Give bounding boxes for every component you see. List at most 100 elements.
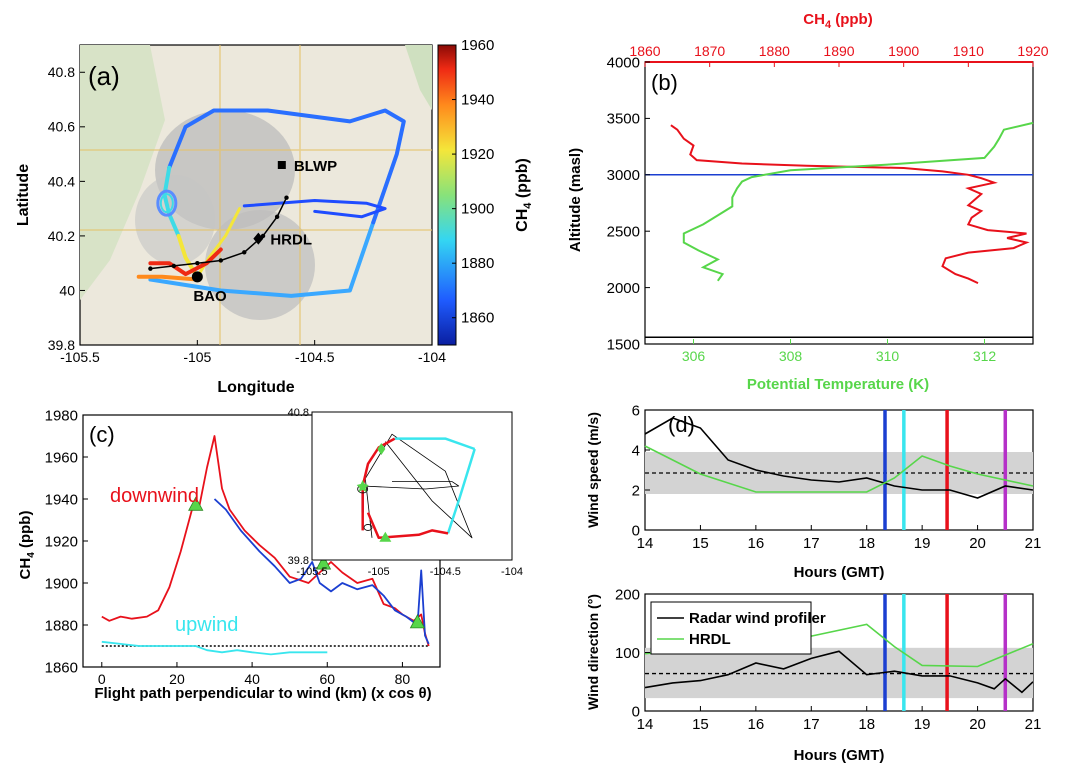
inset-track-segment: [366, 512, 449, 540]
inset-track-segment: [446, 448, 476, 534]
plume-marker: [188, 496, 204, 511]
wind-series-black: [644, 417, 1034, 499]
panel-b-bottom-tick-label: 308: [779, 348, 803, 364]
panel-c-y-tick-label: 1860: [45, 659, 78, 676]
flight-track-segment: [148, 220, 376, 298]
inset-y-tick-label: 39.8: [288, 555, 309, 567]
panel-b-y-tick-label: 3500: [607, 111, 640, 128]
panel-b: 1860 1870 1880 1890 1900 1910 1920 306 308 310 312…: [567, 11, 1049, 393]
panel-b-top-tick-label: 1880: [759, 43, 790, 59]
panel-a-axes: -105.5 -105 -104.5 -104 39.8 40 40.2 40.4 40.6 40…: [48, 64, 446, 365]
wind-trajectory-point: [242, 250, 247, 255]
panel-a-wind-trajectory: [148, 195, 289, 271]
flight-track-segment: [148, 247, 223, 277]
panel-a-y-tick-label: 40.2: [48, 228, 75, 244]
panel-b-label: (b): [651, 70, 678, 95]
panel-b-series: [645, 121, 1034, 338]
d2-y-tick-label: 200: [615, 586, 640, 603]
colorbar-tick-label: 1960: [461, 37, 494, 54]
d1-x-tick-label: 19: [914, 535, 931, 552]
wind-series-green: [644, 445, 1034, 493]
wind-trajectory-point: [195, 260, 200, 266]
panel-c-series: [101, 435, 430, 656]
d2-x-tick-label: 18: [858, 716, 875, 733]
d1-x-tick-label: 14: [637, 535, 654, 552]
d1-y-tick-label: 4: [632, 442, 640, 459]
flight-track-segment: [242, 199, 387, 219]
panel-b-plot-area: [644, 61, 1034, 345]
panel-d-xlabel-top: Hours (GMT): [794, 564, 885, 581]
plume-marker: [409, 614, 426, 629]
legend-entry-hrdl: HRDL: [689, 631, 731, 648]
panel-a-x-tick-label: -105.5: [60, 349, 100, 365]
panel-a-y-tick-label: 40.8: [48, 64, 75, 80]
colorbar-tick-label: 1940: [461, 92, 494, 109]
panel-b-y-tick-label: 3000: [607, 167, 640, 184]
downwind-label: downwind: [110, 485, 199, 507]
panel-a-ylabel: Latitude: [15, 164, 32, 226]
panel-a-y-tick-label: 40.6: [48, 119, 75, 135]
upwind-label: upwind: [175, 614, 238, 636]
legend-entry-radar: Radar wind profiler: [689, 610, 826, 627]
panel-b-top-tick-label: 1870: [694, 43, 725, 59]
panel-b-bottom-tick-label: 312: [973, 348, 997, 364]
flight-track-segment: [136, 274, 200, 282]
colorbar-tick-label: 1920: [461, 146, 494, 163]
d1-x-tick-label: 17: [803, 535, 820, 552]
d2-x-tick-label: 21: [1025, 716, 1042, 733]
d2-x-tick-label: 15: [692, 716, 709, 733]
panel-b-y-tick-label: 2000: [607, 280, 640, 297]
panel-b-top-label: CH4 (ppb): [803, 11, 872, 31]
inset-y-tick-label: 40.8: [288, 407, 309, 419]
panel-a-xlabel: Longitude: [217, 379, 294, 396]
wind-direction-ylabel: Wind direction (°): [585, 594, 601, 710]
panel-a-flight-track: [136, 108, 406, 298]
d1-y-tick-label: 2: [632, 482, 640, 499]
panel-a: BLWP HRDL BAO -105.5 -105 -104.5 -104 39.8 40 40…: [15, 37, 534, 396]
colorbar-tick-label: 1860: [461, 310, 494, 327]
inset-marker: [377, 443, 386, 455]
panel-a-y-tick-label: 40: [59, 282, 75, 298]
panel-b-ylabel: Altitude (masl): [567, 148, 584, 252]
wind-direction-series: [644, 594, 1034, 711]
panel-b-bottom-tick-label: 310: [876, 348, 900, 364]
panel-c-label: (c): [89, 422, 115, 447]
panel-a-x-tick-label: -104: [418, 349, 446, 365]
panel-b-top-tick-label: 1910: [953, 43, 984, 59]
legend-box: [650, 601, 812, 655]
site-label-blwp: BLWP: [294, 158, 337, 175]
panel-c-y-tick-label: 1980: [45, 407, 78, 424]
d1-x-tick-label: 15: [692, 535, 709, 552]
panel-c-axes: 0 20 40 60 80 1860 1880 1900 1920 1940 1960 1980: [45, 407, 411, 687]
wind-trajectory-point: [148, 266, 153, 271]
panel-c-x-tick-label: 40: [244, 671, 260, 687]
wind-speed-series: [644, 410, 1034, 530]
panel-b-xlabel: Potential Temperature (K): [747, 376, 929, 393]
panel-c-y-tick-label: 1900: [45, 575, 78, 592]
panel-c-x-tick-label: 60: [319, 671, 335, 687]
inset-x-tick-label: -104: [501, 566, 523, 578]
inset-track-segment: [362, 481, 460, 490]
inset-map: [311, 411, 513, 561]
site-marker-blwp: [277, 161, 286, 169]
d2-x-tick-label: 16: [748, 716, 765, 733]
d1-x-tick-label: 16: [748, 535, 765, 552]
panel-b-y-tick-label: 1500: [607, 336, 640, 353]
d1-x-tick-label: 21: [1025, 535, 1042, 552]
inset-x-tick-label: -104.5: [430, 566, 461, 578]
colorbar-label: CH4 (ppb): [514, 158, 534, 232]
d2-x-tick-label: 20: [969, 716, 986, 733]
panel-c-ylabel: CH4 (ppb): [17, 511, 37, 580]
panel-c-x-tick-label: 0: [98, 671, 106, 687]
colorbar-tick-label: 1900: [461, 201, 494, 218]
wind-speed-ylabel: Wind speed (m/s): [585, 412, 601, 528]
panel-c-y-tick-label: 1920: [45, 533, 78, 550]
panel-c-xlabel: Flight path perpendicular to wind (km) (…: [94, 685, 431, 702]
panel-c-y-tick-label: 1880: [45, 617, 78, 634]
panel-b-y-tick-label: 4000: [607, 54, 640, 71]
panel-c-x-tick-label: 20: [169, 671, 185, 687]
panel-c: 0 20 40 60 80 1860 1880 1900 1920 1940 1960 1980 (c…: [17, 407, 523, 702]
panel-d: 14 15 16 17 18 19 20 21 0 2 4 6 (d) Wind speed (m/s…: [585, 402, 1041, 764]
wind-trajectory-point: [218, 258, 223, 263]
panel-d-xlabel-bottom: Hours (GMT): [794, 747, 885, 764]
